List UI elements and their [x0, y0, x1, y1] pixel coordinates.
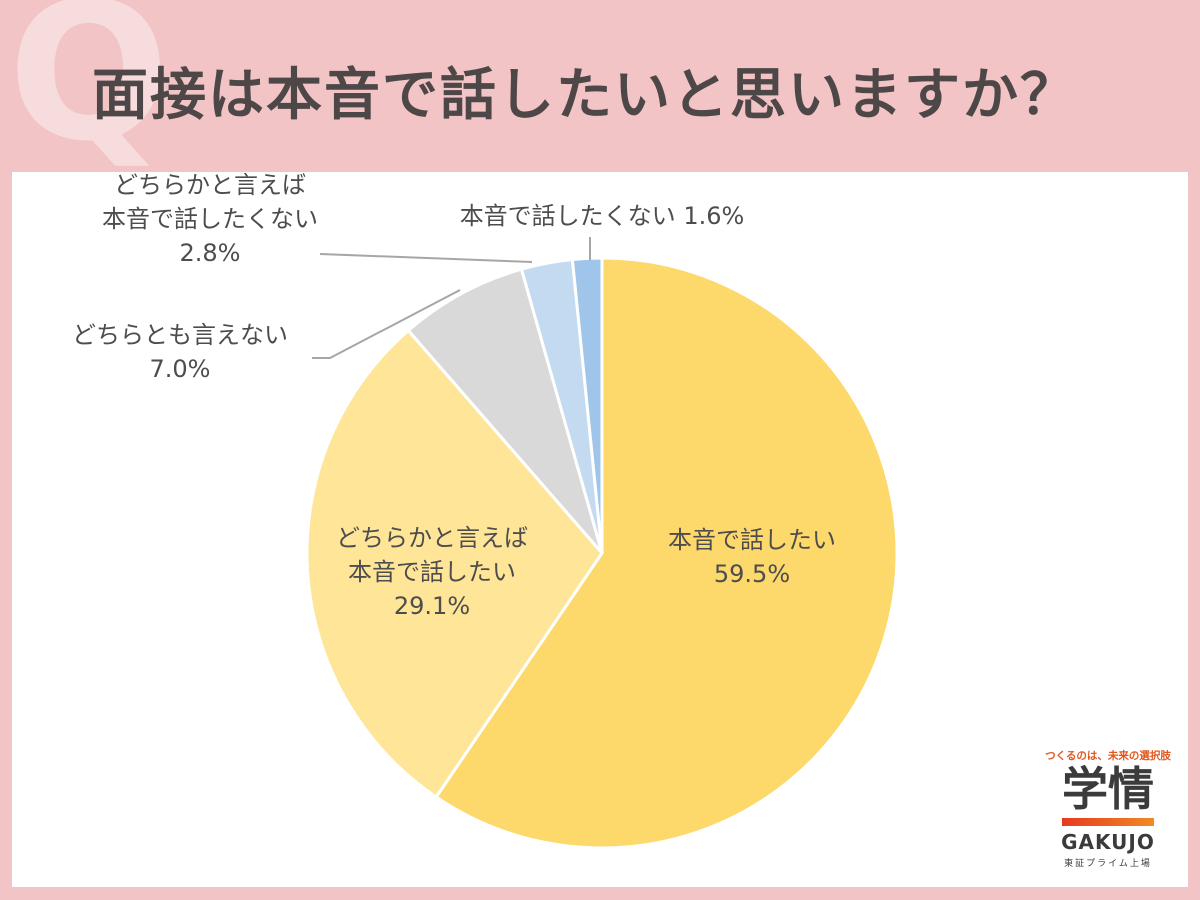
- slice-value-label: 29.1%: [394, 592, 470, 620]
- slice-label: 本音で話したくない: [102, 205, 318, 233]
- slice-label: どちらとも言えない: [72, 321, 288, 349]
- pie-slice: [434, 256, 899, 850]
- slice-value-label: 7.0%: [150, 355, 211, 383]
- gakujo-logo: つくるのは、未来の選択肢 学情 GAKUJO 東証プライム上場: [1044, 748, 1172, 876]
- chart-panel: 本音で話したい 59.5% どちらかと言えば 本音で話したい 29.1% どちらとも言えな…: [12, 172, 1188, 887]
- logo-kanji: 学情: [1062, 762, 1154, 816]
- logo-tagline: つくるのは、未来の選択肢: [1045, 750, 1171, 762]
- slice-value-label: 59.5%: [714, 560, 790, 588]
- q-watermark: Q: [8, 0, 170, 183]
- pie-slice: [406, 267, 604, 554]
- slice-value-label: 2.8%: [180, 239, 241, 267]
- page-title: 面接は本音で話したいと思いますか？: [92, 63, 1078, 128]
- leader-line: [312, 289, 461, 359]
- slice-label: 本音で話したくない 1.6%: [460, 202, 745, 230]
- pie-slice: [570, 256, 604, 554]
- logo-subtext: 東証プライム上場: [1064, 859, 1152, 869]
- slice-label: 本音で話したい: [348, 558, 516, 586]
- slice-label: 本音で話したい: [668, 526, 836, 554]
- leader-line: [319, 253, 533, 263]
- pie-chart: 本音で話したい59.5%どちらかと言えば本音で話したい29.1%どちらとも言えな…: [72, 172, 899, 850]
- logo-bar: [1062, 818, 1154, 826]
- slice-label: どちらかと言えば: [114, 172, 306, 199]
- pie-slice: [305, 328, 604, 800]
- logo-wordmark: GAKUJO: [1061, 830, 1155, 854]
- slice-label: どちらかと言えば: [336, 524, 528, 552]
